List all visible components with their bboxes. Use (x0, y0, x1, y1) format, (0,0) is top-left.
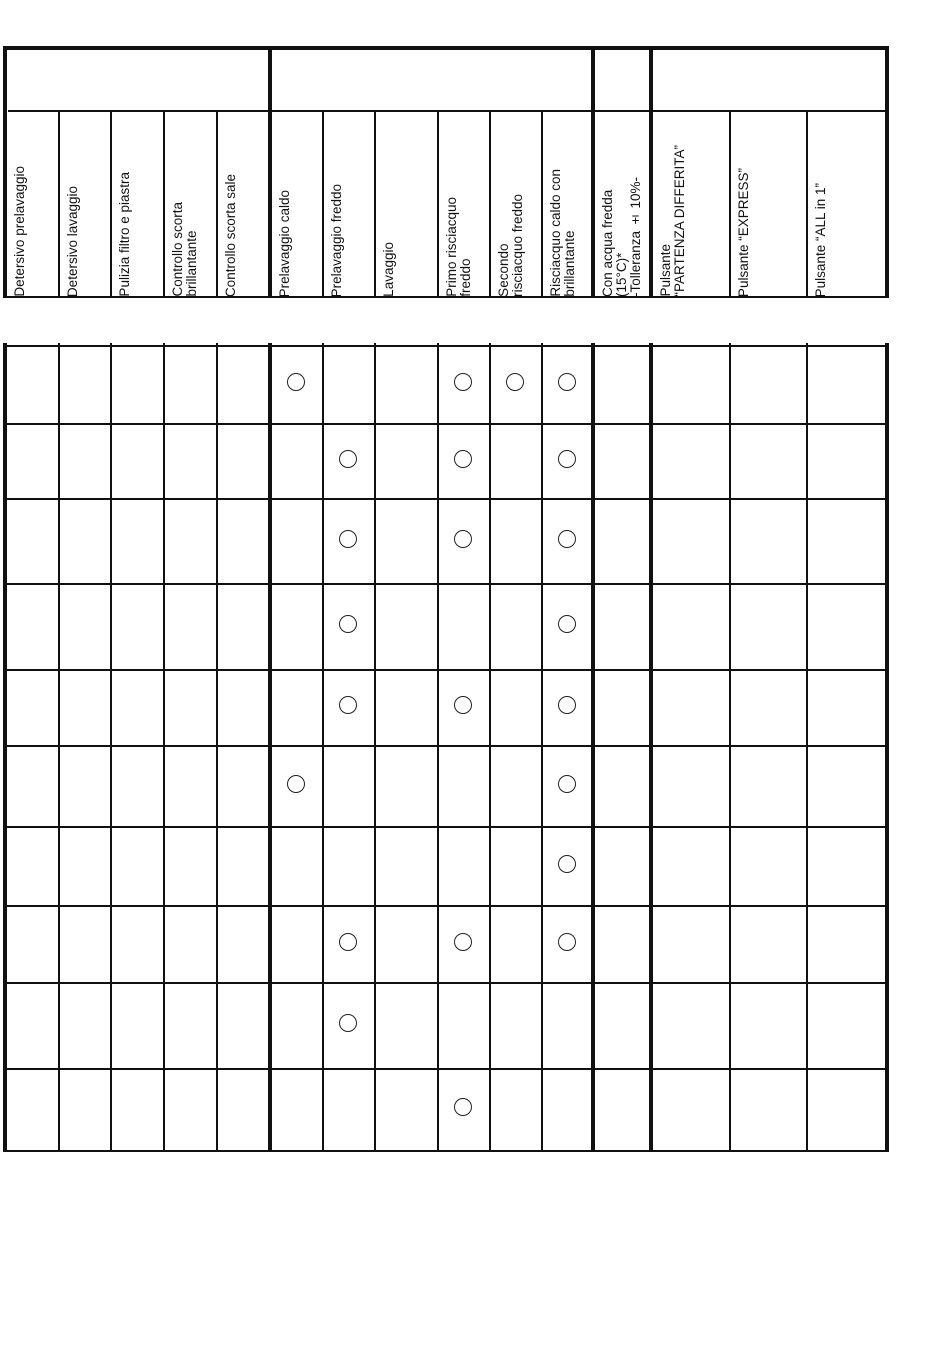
column-header-label: Detersivo lavaggio (65, 185, 80, 297)
row-border (6, 1150, 886, 1152)
column-header-label: Prelavaggio caldo (277, 189, 292, 297)
circle-mark (558, 932, 576, 951)
header-column-border (374, 110, 376, 298)
column-header-label: Risciacquo caldo con brillantante (548, 169, 577, 297)
circle-mark (558, 615, 576, 633)
circle-mark (558, 854, 576, 873)
circle-mark (454, 449, 472, 468)
circle-mark (454, 1098, 472, 1116)
column-border (268, 343, 272, 1152)
header-column-border (3, 46, 7, 298)
circle-mark (558, 373, 576, 391)
header-column-border (591, 46, 595, 298)
header-column-border (649, 46, 653, 298)
column-header: Detersivo prelavaggio (5, 111, 58, 297)
column-header: Pulsante “PARTENZA DIFFERITA” (651, 111, 729, 297)
column-header-label: Pulizia filtro e piastra (117, 172, 132, 297)
column-header: Detersivo lavaggio (58, 111, 110, 297)
column-border (806, 343, 808, 1152)
column-header: Controllo scorta sale (216, 111, 270, 297)
column-header: Controllo scorta brillantante (163, 111, 216, 297)
column-header: Prelavaggio freddo (322, 111, 374, 297)
header-column-border (437, 110, 439, 298)
row-border (6, 583, 886, 585)
column-header: Risciacquo caldo con brillantante (541, 111, 593, 297)
header-column-border (729, 110, 731, 298)
header-column-border (541, 110, 543, 298)
header-column-border (110, 110, 112, 298)
circle-mark (558, 696, 576, 714)
column-border (437, 343, 439, 1152)
header-column-border (489, 110, 491, 298)
column-border (374, 343, 376, 1152)
header-column-border (885, 46, 889, 298)
circle-mark (454, 373, 472, 391)
column-header-label: Pulsante “ALL in 1” (813, 182, 828, 297)
row-border (6, 1068, 886, 1070)
column-border (3, 343, 7, 1152)
column-border (729, 343, 731, 1152)
header-divider (8, 110, 885, 112)
circle-mark (558, 449, 576, 468)
circle-mark (454, 529, 472, 548)
row-border (6, 345, 886, 347)
column-header: Pulsante “EXPRESS” (729, 111, 806, 297)
column-header: Pulizia filtro e piastra (110, 111, 163, 297)
circle-mark (339, 932, 357, 951)
column-header: Lavaggio (374, 111, 437, 297)
column-header-label: Secondo risciacquo freddo (496, 194, 525, 297)
circle-mark (339, 1014, 357, 1032)
column-header-label: Detersivo prelavaggio (12, 166, 27, 297)
column-header: Prelavaggio caldo (270, 111, 322, 297)
column-border (58, 343, 60, 1152)
circle-mark (339, 615, 357, 633)
column-header-label: Pulsante “EXPRESS” (736, 167, 751, 297)
column-header-label: Pulsante “PARTENZA DIFFERITA” (658, 145, 687, 297)
column-header-label: Controllo scorta sale (223, 173, 238, 297)
column-border (541, 343, 543, 1152)
row-border (6, 745, 886, 747)
row-border (6, 905, 886, 907)
header-column-border (58, 110, 60, 298)
header-bottom-border (5, 296, 887, 298)
header-column-border (268, 46, 272, 298)
circle-mark (339, 529, 357, 548)
column-header-label: Controllo scorta brillantante (170, 202, 199, 297)
circle-mark (454, 696, 472, 714)
circle-mark (287, 373, 305, 391)
column-header: Primo risciacquo freddo (437, 111, 489, 297)
column-header: Secondo risciacquo freddo (489, 111, 541, 297)
column-border (489, 343, 491, 1152)
row-border (6, 826, 886, 828)
circle-mark (506, 373, 524, 391)
column-header: Pulsante “ALL in 1” (806, 111, 887, 297)
row-border (6, 423, 886, 425)
header-column-border (806, 110, 808, 298)
column-border (110, 343, 112, 1152)
circle-mark (558, 774, 576, 793)
row-border (6, 669, 886, 671)
row-border (6, 498, 886, 500)
column-border (163, 343, 165, 1152)
circle-mark (339, 696, 357, 714)
column-header-label: Primo risciacquo freddo (444, 197, 473, 297)
column-border (649, 343, 653, 1152)
header-column-border (163, 110, 165, 298)
header-top-border (5, 46, 889, 50)
row-border (6, 982, 886, 984)
circle-mark (339, 449, 357, 468)
circle-mark (454, 932, 472, 951)
circle-mark (287, 774, 305, 793)
column-border (885, 343, 889, 1152)
column-border (322, 343, 324, 1152)
header-column-border (322, 110, 324, 298)
column-header-label: Prelavaggio freddo (329, 183, 344, 297)
column-header-label: Con acqua fredda (15°C)* -Tolleranza ± 1… (600, 176, 643, 297)
column-header: Con acqua fredda (15°C)* -Tolleranza ± 1… (593, 111, 651, 297)
column-header-label: Lavaggio (381, 242, 396, 297)
header-column-border (216, 110, 218, 298)
circle-mark (558, 529, 576, 548)
column-border (216, 343, 218, 1152)
column-border (591, 343, 595, 1152)
